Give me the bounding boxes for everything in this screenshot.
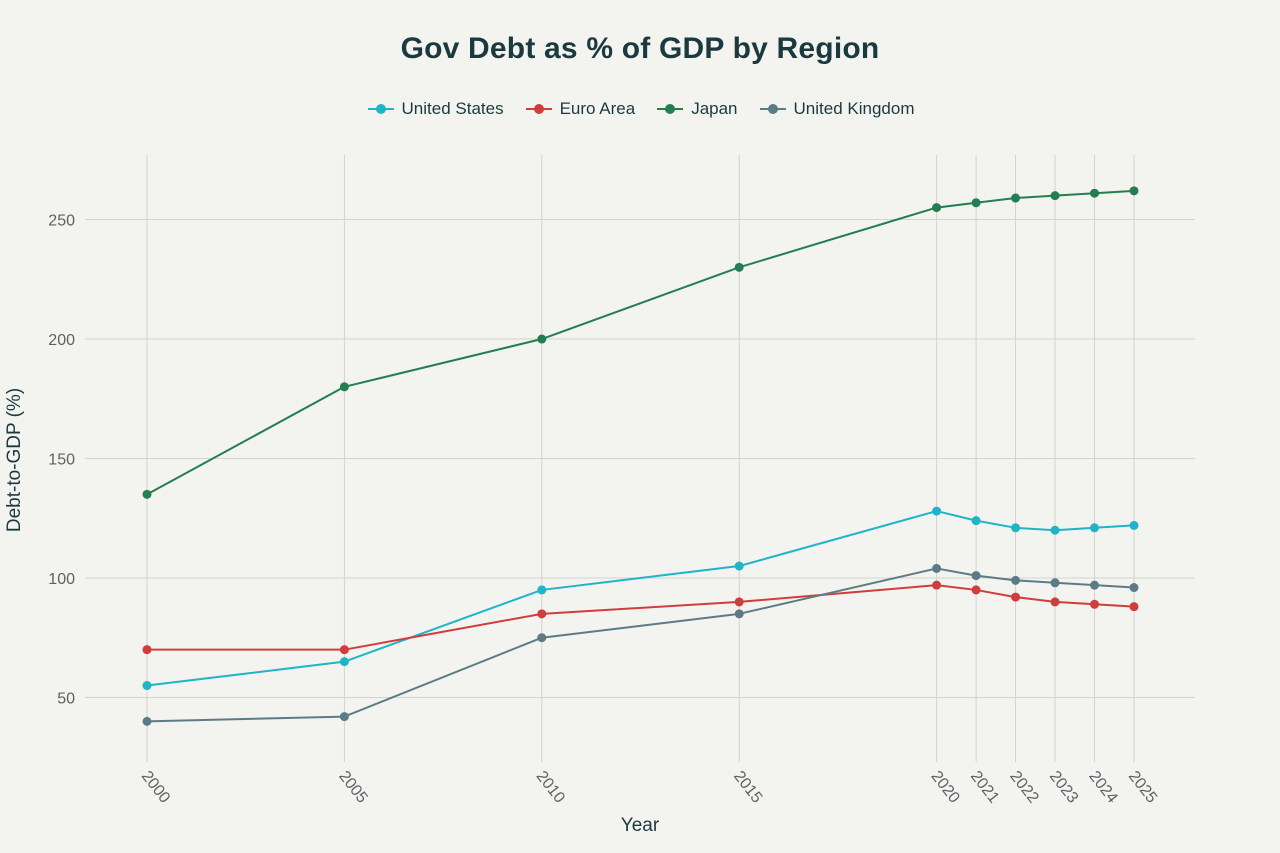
data-point[interactable] <box>1050 191 1060 201</box>
series-line <box>146 189 1135 496</box>
data-point[interactable] <box>932 580 942 590</box>
data-point[interactable] <box>1011 575 1021 585</box>
series-group <box>142 186 1139 726</box>
data-point[interactable] <box>932 563 942 573</box>
x-tick-label: 2024 <box>1085 768 1120 807</box>
data-point[interactable] <box>339 645 349 655</box>
series-japan <box>142 186 1139 499</box>
x-tick-label: 2022 <box>1006 768 1041 807</box>
x-tick-label: 2023 <box>1046 768 1081 807</box>
legend-swatch <box>524 103 554 115</box>
data-point[interactable] <box>1050 578 1060 588</box>
data-point[interactable] <box>1090 188 1100 198</box>
data-point[interactable] <box>142 716 152 726</box>
data-point[interactable] <box>1011 523 1021 533</box>
data-point[interactable] <box>537 585 547 595</box>
y-tick-label: 200 <box>48 332 75 349</box>
data-point[interactable] <box>339 382 349 392</box>
legend-item-united-kingdom[interactable]: United Kingdom <box>758 99 915 119</box>
data-point[interactable] <box>1011 193 1021 203</box>
data-point[interactable] <box>1129 186 1139 196</box>
data-point[interactable] <box>734 609 744 619</box>
data-point[interactable] <box>932 203 942 213</box>
data-point[interactable] <box>142 681 152 691</box>
x-tick-label: 2015 <box>730 768 765 807</box>
x-axis-title: Year <box>621 815 660 836</box>
y-tick-label: 250 <box>48 213 75 230</box>
data-point[interactable] <box>734 561 744 571</box>
series-line <box>147 584 1135 651</box>
legend-label: United States <box>401 99 504 118</box>
data-point[interactable] <box>1050 597 1060 607</box>
data-point[interactable] <box>971 516 981 526</box>
data-point[interactable] <box>1090 580 1100 590</box>
series-united-states <box>142 506 1139 691</box>
data-point[interactable] <box>932 506 942 516</box>
data-point[interactable] <box>971 198 981 208</box>
y-axis-ticks: 50 100 150 200 250 <box>48 213 75 708</box>
data-point[interactable] <box>1129 520 1139 530</box>
series-united-kingdom <box>142 563 1139 726</box>
y-tick-label: 50 <box>57 690 75 707</box>
data-point[interactable] <box>537 633 547 643</box>
data-point[interactable] <box>142 489 152 499</box>
data-point[interactable] <box>971 585 981 595</box>
x-tick-label: 2025 <box>1125 768 1160 807</box>
data-point[interactable] <box>339 657 349 667</box>
series-line <box>146 567 1135 723</box>
data-point[interactable] <box>537 609 547 619</box>
data-point[interactable] <box>734 262 744 272</box>
data-point[interactable] <box>1129 602 1139 612</box>
legend: United States Euro Area Japan United Kin… <box>0 99 1280 119</box>
x-tick-label: 2000 <box>138 768 173 807</box>
x-tick-label: 2010 <box>533 768 568 807</box>
legend-swatch <box>758 103 788 115</box>
y-tick-label: 100 <box>48 571 75 588</box>
series-euro-area <box>142 580 1139 655</box>
y-tick-label: 150 <box>48 452 75 469</box>
legend-item-japan[interactable]: Japan <box>655 99 738 119</box>
legend-label: Japan <box>691 99 738 118</box>
chart-title: Gov Debt as % of GDP by Region <box>400 32 880 65</box>
data-point[interactable] <box>1011 592 1021 602</box>
legend-item-united-states[interactable]: United States <box>366 99 504 119</box>
x-axis-ticks: 2000 2005 2010 2015 2020 2021 2022 2023 2024 2025 <box>138 768 1160 807</box>
legend-label: United Kingdom <box>793 99 915 118</box>
data-point[interactable] <box>734 597 744 607</box>
data-point[interactable] <box>537 334 547 344</box>
legend-swatch <box>655 103 685 115</box>
x-tick-label: 2021 <box>967 768 1002 807</box>
data-point[interactable] <box>1090 599 1100 609</box>
grid <box>85 155 1195 762</box>
legend-swatch <box>366 103 396 115</box>
y-axis-title: Debt-to-GDP (%) <box>4 388 25 532</box>
legend-item-euro-area[interactable]: Euro Area <box>524 99 636 119</box>
x-tick-label: 2005 <box>335 768 370 807</box>
data-point[interactable] <box>1050 525 1060 535</box>
series-line <box>146 510 1135 687</box>
data-point[interactable] <box>1090 523 1100 533</box>
x-tick-label: 2020 <box>927 768 962 807</box>
legend-label: Euro Area <box>559 99 636 118</box>
data-point[interactable] <box>339 712 349 722</box>
data-point[interactable] <box>971 571 981 581</box>
data-point[interactable] <box>142 645 152 655</box>
data-point[interactable] <box>1129 583 1139 593</box>
